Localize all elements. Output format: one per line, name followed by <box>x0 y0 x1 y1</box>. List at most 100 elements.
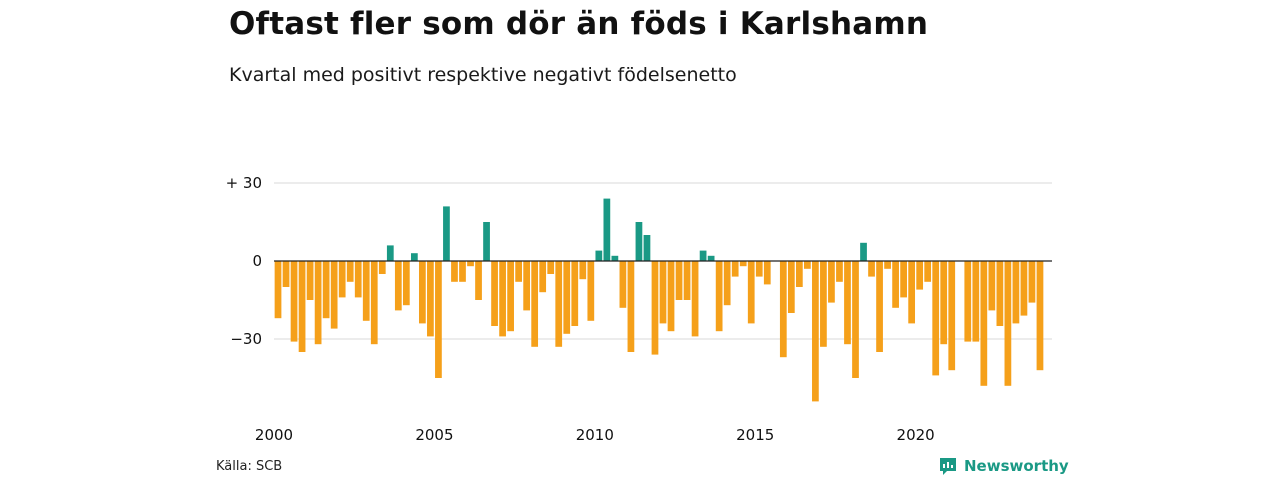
bar-negative <box>499 261 506 337</box>
y-axis-ticks: + 30 0 −30 <box>226 174 262 348</box>
bar-negative <box>924 261 932 282</box>
x-tick-label: 2000 <box>255 426 293 444</box>
bar-negative <box>523 261 531 311</box>
bar-negative <box>723 261 731 306</box>
bar-negative <box>571 261 579 326</box>
bar-negative <box>475 261 482 300</box>
bar-negative <box>731 261 739 277</box>
bar-negative <box>755 261 763 277</box>
bar-negative <box>868 261 875 277</box>
bar-negative <box>916 261 924 290</box>
bar-negative <box>892 261 899 308</box>
bar-negative <box>988 261 996 311</box>
bar-negative <box>691 261 699 337</box>
bar-negative <box>563 261 571 334</box>
bar-negative <box>852 261 859 378</box>
bar-negative <box>547 261 555 274</box>
bar-negative <box>402 261 410 306</box>
bar-negative <box>884 261 891 269</box>
bar-negative <box>306 261 314 300</box>
bar-negative <box>779 261 787 358</box>
bar-negative <box>812 261 819 402</box>
bar-negative <box>908 261 916 324</box>
bar-negative <box>394 261 402 311</box>
gridlines <box>274 182 1052 340</box>
chart-subtitle: Kvartal med positivt respektive negativt… <box>229 64 737 86</box>
bar-negative <box>515 261 522 282</box>
bar-negative <box>804 261 811 269</box>
bar-negative <box>282 261 290 287</box>
bar-negative <box>675 261 683 300</box>
bar-negative <box>836 261 843 282</box>
bar-negative <box>651 261 659 355</box>
bar-negative <box>378 261 386 274</box>
bar-negative <box>531 261 539 347</box>
x-axis-ticks: 2000 2005 2010 2015 2020 <box>255 426 935 444</box>
bar-negative <box>627 261 635 352</box>
bar-negative <box>330 261 338 329</box>
bar-negative <box>587 261 595 321</box>
bar-negative <box>314 261 322 345</box>
bar-negative <box>362 261 370 321</box>
bar-negative <box>715 261 723 332</box>
bars <box>274 198 1044 402</box>
bar-negative <box>683 261 691 300</box>
y-tick-label: + 30 <box>226 174 262 192</box>
x-tick-label: 2005 <box>415 426 453 444</box>
chart-title: Oftast fler som dör än föds i Karlshamn <box>229 6 929 42</box>
brand-logo: Newsworthy <box>938 456 1069 476</box>
bar-negative <box>1004 261 1012 386</box>
x-tick-label: 2010 <box>576 426 614 444</box>
bar-negative <box>747 261 755 324</box>
bar-positive <box>643 235 651 261</box>
bar-negative <box>667 261 675 332</box>
bar-negative <box>900 261 907 298</box>
bar-negative <box>876 261 883 352</box>
source-note: Källa: SCB <box>216 459 283 474</box>
y-tick-label: −30 <box>230 330 262 348</box>
bar-negative <box>763 261 771 285</box>
bar-negative <box>787 261 795 313</box>
bar-negative <box>932 261 940 376</box>
bar-negative <box>619 261 627 308</box>
bar-negative <box>948 261 956 371</box>
bar-negative <box>1028 261 1036 303</box>
bar-negative <box>491 261 498 326</box>
bar-positive <box>699 250 707 261</box>
bar-negative <box>844 261 851 345</box>
bar-negative <box>459 261 466 282</box>
bar-negative <box>370 261 378 345</box>
y-tick-label: 0 <box>252 252 262 270</box>
bar-negative <box>354 261 362 298</box>
bar-negative <box>940 261 948 345</box>
bar-negative <box>507 261 514 332</box>
bar-negative <box>964 261 972 342</box>
bar-negative <box>659 261 667 324</box>
bar-negative <box>322 261 330 319</box>
bar-positive <box>860 242 867 261</box>
bar-positive <box>635 222 643 261</box>
bar-negative <box>419 261 426 324</box>
bar-positive <box>386 245 394 261</box>
bar-negative <box>274 261 282 319</box>
bar-negative <box>579 261 587 280</box>
bar-negative <box>467 261 474 267</box>
bar-negative <box>739 261 747 267</box>
bar-negative <box>539 261 547 293</box>
bar-positive <box>410 253 418 261</box>
bar-negative <box>980 261 988 386</box>
bar-negative <box>338 261 346 298</box>
bar-negative <box>820 261 827 347</box>
newsworthy-logo-icon <box>940 458 956 475</box>
bar-negative <box>346 261 354 282</box>
bar-positive <box>611 255 619 261</box>
x-tick-label: 2015 <box>736 426 774 444</box>
bar-negative <box>290 261 298 342</box>
bar-negative <box>828 261 835 303</box>
bar-positive <box>595 250 603 261</box>
bar-negative <box>435 261 442 378</box>
bar-negative <box>972 261 980 342</box>
brand-name: Newsworthy <box>964 457 1069 475</box>
bar-negative <box>996 261 1004 326</box>
